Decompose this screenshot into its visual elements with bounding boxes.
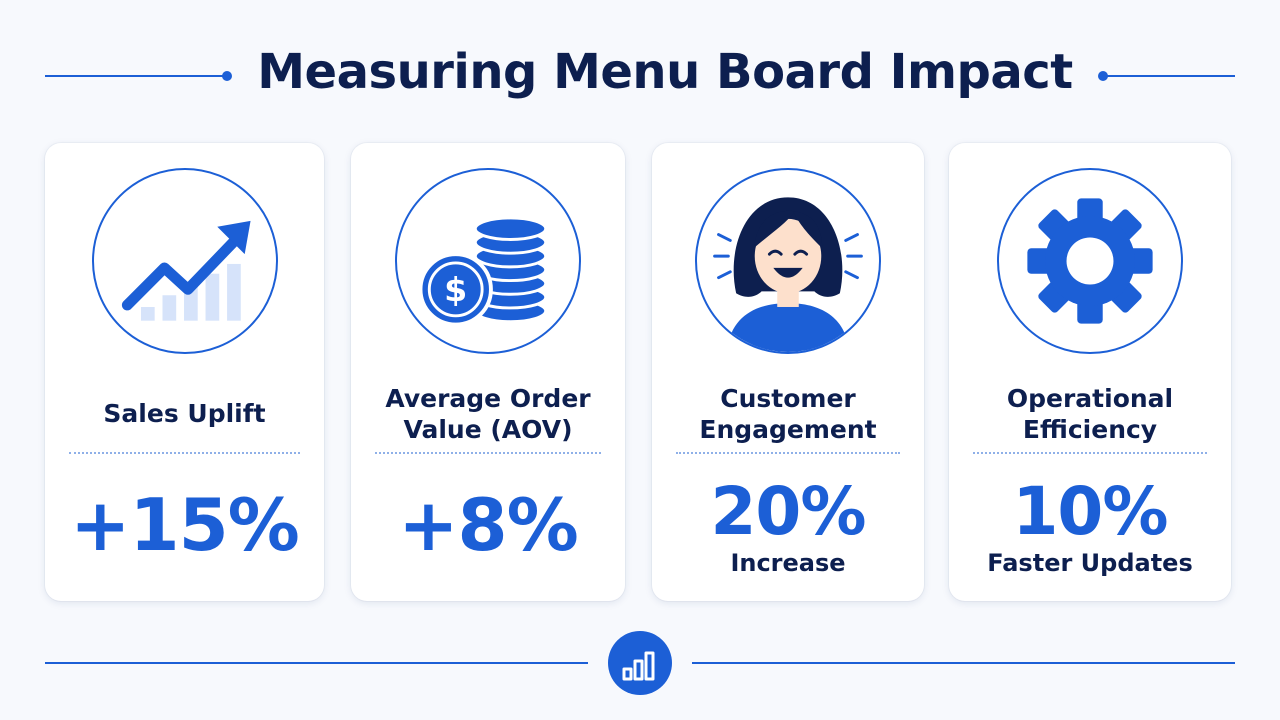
metric-card-operational-efficiency: Operational Efficiency 10% Faster Update… [949, 143, 1231, 601]
bar-chart-icon [608, 631, 672, 695]
trending-up-chart-icon [91, 168, 278, 354]
metric-label: Average Order Value (AOV) [385, 383, 591, 444]
metric-note: Faster Updates [987, 549, 1193, 577]
metric-note: Increase [730, 549, 846, 577]
svg-text:$: $ [444, 270, 467, 309]
title-dot-right [1098, 71, 1108, 81]
divider [375, 452, 601, 454]
metric-label: Sales Uplift [103, 399, 266, 429]
metric-card-sales-uplift: Sales Uplift +15% [45, 143, 324, 601]
page-title: Measuring Menu Board Impact [257, 44, 1073, 100]
divider [676, 452, 900, 454]
footer-rule-right [692, 662, 1235, 664]
divider [69, 452, 300, 454]
title-rule-left [45, 75, 225, 77]
coin-stack-dollar-icon: $ [395, 168, 581, 354]
metric-label: Operational Efficiency [1006, 383, 1174, 444]
divider [973, 452, 1207, 454]
metric-value: 10% [1012, 473, 1169, 550]
metric-card-customer-engagement: Customer Engagement 20% Increase [652, 143, 924, 601]
footer-rule-left [45, 662, 588, 664]
metric-value: +8% [398, 483, 579, 567]
metric-value: 20% [710, 473, 867, 550]
title-dot-left [222, 71, 232, 81]
metric-label: Customer Engagement [699, 383, 877, 444]
metric-value: +15% [70, 483, 300, 567]
metric-card-aov: $ Average Order Value (AOV) +8% [351, 143, 625, 601]
title-rule-right [1106, 75, 1235, 77]
happy-customer-icon [695, 168, 881, 354]
title-row: Measuring Menu Board Impact [0, 40, 1280, 112]
gear-icon [997, 168, 1183, 354]
